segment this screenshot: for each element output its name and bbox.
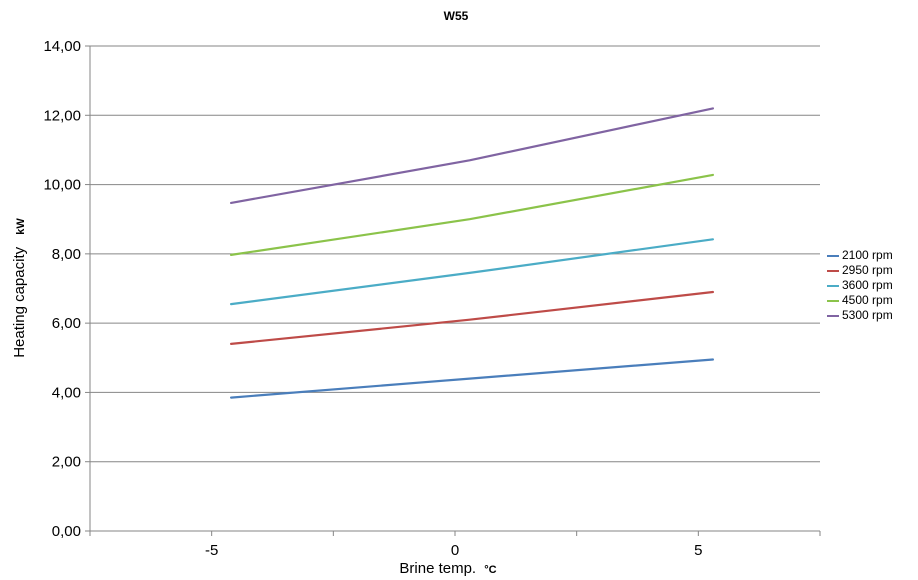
legend-swatch: [827, 314, 839, 317]
x-tick-label: -5: [205, 542, 218, 559]
series-line-2100-rpm: [230, 358, 715, 399]
legend-item: 2100 rpm: [827, 248, 893, 263]
axes: [89, 46, 821, 536]
y-tick-label: 12,00: [43, 107, 81, 124]
gridlines: [85, 45, 820, 532]
legend-item: 5300 rpm: [827, 308, 893, 323]
x-axis-label-text: Brine temp.: [399, 560, 476, 577]
chart-title: W55: [444, 9, 469, 23]
series-line-3600-rpm: [230, 238, 715, 306]
y-axis-label: Heating capacity kW: [11, 218, 28, 358]
legend-swatch: [827, 269, 839, 272]
legend-swatch: [827, 284, 839, 287]
legend-label: 5300 rpm: [842, 308, 893, 322]
y-tick-label: 14,00: [43, 38, 81, 55]
series-line-5300-rpm: [230, 107, 715, 204]
y-axis-label-text: Heating capacity: [11, 246, 28, 357]
x-tick-labels: -5 0 5: [205, 542, 703, 559]
y-tick-label: 6,00: [52, 315, 81, 332]
x-axis-label: Brine temp. °C: [399, 560, 496, 577]
x-tick-label: 0: [451, 542, 459, 559]
series-lines: [230, 107, 715, 399]
legend-swatch: [827, 299, 839, 302]
x-axis-unit: °C: [484, 564, 496, 576]
y-axis-unit: kW: [15, 218, 27, 235]
legend-label: 2950 rpm: [842, 263, 893, 277]
legend-label: 2100 rpm: [842, 248, 893, 262]
series-line-2950-rpm: [230, 290, 715, 345]
y-tick-label: 8,00: [52, 246, 81, 263]
x-tick-label: 5: [694, 542, 702, 559]
y-tick-label: 0,00: [52, 523, 81, 540]
legend-item: 3600 rpm: [827, 278, 893, 293]
legend-label: 4500 rpm: [842, 293, 893, 307]
y-tick-label: 4,00: [52, 384, 81, 401]
legend-swatch: [827, 254, 839, 257]
legend-item: 4500 rpm: [827, 293, 893, 308]
y-tick-label: 2,00: [52, 454, 81, 471]
y-tick-label: 10,00: [43, 177, 81, 194]
y-tick-labels: 0,00 2,00 4,00 6,00 8,00 10,00 12,00 14,00: [43, 38, 81, 540]
series-line-4500-rpm: [230, 173, 715, 256]
legend: 2100 rpm 2950 rpm 3600 rpm 4500 rpm 5300 rpm: [827, 248, 893, 323]
legend-label: 3600 rpm: [842, 278, 893, 292]
legend-item: 2950 rpm: [827, 263, 893, 278]
